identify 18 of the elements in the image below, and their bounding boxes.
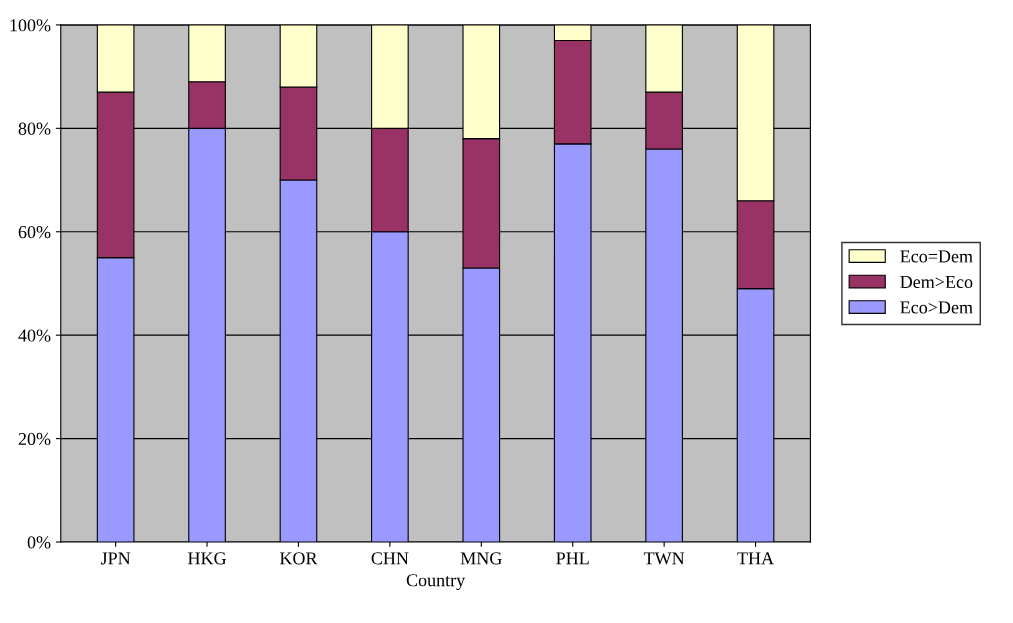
x-tick-label: THA bbox=[737, 552, 774, 565]
x-tick-label: KOR bbox=[279, 552, 318, 565]
x-tick-label: TWN bbox=[643, 552, 685, 565]
legend-label: Eco=Dem bbox=[900, 250, 973, 263]
y-tick-label: 100% bbox=[10, 19, 51, 32]
x-tick-label: CHN bbox=[371, 552, 409, 565]
x-axis-title: Country bbox=[406, 574, 466, 591]
legend-label: Eco>Dem bbox=[900, 301, 973, 314]
legend-label: Dem>Eco bbox=[900, 276, 973, 289]
y-tick-label: 40% bbox=[18, 329, 51, 342]
y-tick-label: 60% bbox=[18, 226, 51, 239]
x-tick-label: MNG bbox=[460, 552, 502, 565]
y-tick-label: 0% bbox=[27, 536, 51, 549]
x-tick-label: HKG bbox=[188, 552, 227, 565]
x-tick-label: PHL bbox=[556, 552, 589, 565]
y-tick-label: 80% bbox=[18, 122, 51, 135]
y-tick-label: 20% bbox=[18, 432, 51, 446]
x-tick-label: JPN bbox=[100, 552, 131, 565]
